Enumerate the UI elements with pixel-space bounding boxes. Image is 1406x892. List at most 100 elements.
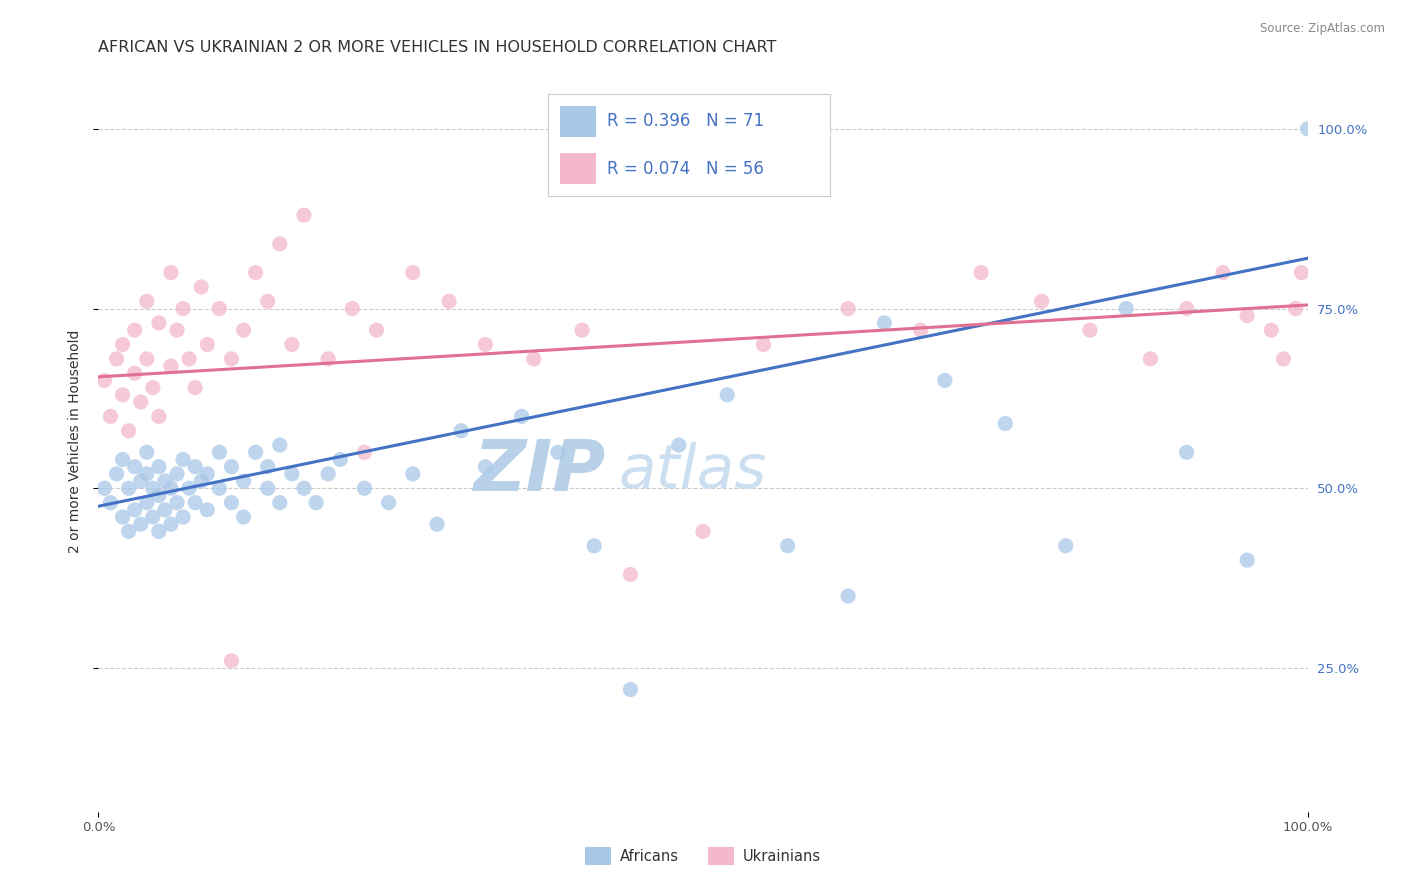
Point bbox=[353, 445, 375, 459]
Point bbox=[166, 495, 188, 509]
Text: Source: ZipAtlas.com: Source: ZipAtlas.com bbox=[1260, 22, 1385, 36]
Point bbox=[1260, 323, 1282, 337]
Point bbox=[111, 510, 134, 524]
Point bbox=[232, 474, 254, 488]
Point bbox=[1296, 121, 1319, 136]
Point bbox=[281, 467, 304, 481]
Point bbox=[245, 266, 267, 280]
Point bbox=[426, 517, 449, 532]
Point bbox=[523, 351, 546, 366]
Point bbox=[970, 266, 993, 280]
Point bbox=[377, 495, 399, 509]
Point bbox=[100, 409, 122, 424]
Point bbox=[256, 481, 278, 495]
FancyBboxPatch shape bbox=[560, 106, 596, 136]
Point bbox=[353, 481, 375, 495]
Point bbox=[124, 323, 146, 337]
Point bbox=[292, 208, 315, 222]
Point bbox=[221, 459, 243, 474]
Point bbox=[837, 301, 859, 316]
Point bbox=[148, 459, 170, 474]
Point bbox=[208, 481, 231, 495]
Point bbox=[208, 445, 231, 459]
Point bbox=[776, 539, 799, 553]
Text: AFRICAN VS UKRAINIAN 2 OR MORE VEHICLES IN HOUSEHOLD CORRELATION CHART: AFRICAN VS UKRAINIAN 2 OR MORE VEHICLES … bbox=[98, 40, 776, 55]
Point bbox=[1284, 301, 1306, 316]
Text: R = 0.396   N = 71: R = 0.396 N = 71 bbox=[607, 112, 765, 130]
Text: atlas: atlas bbox=[619, 442, 766, 500]
Point bbox=[153, 474, 176, 488]
Point bbox=[124, 503, 146, 517]
Point bbox=[160, 517, 183, 532]
Point bbox=[190, 280, 212, 294]
Point bbox=[1139, 351, 1161, 366]
Point bbox=[172, 301, 194, 316]
Point bbox=[148, 524, 170, 539]
Point bbox=[160, 359, 183, 373]
Point bbox=[129, 474, 152, 488]
Point bbox=[135, 445, 157, 459]
Point bbox=[118, 424, 141, 438]
Point bbox=[269, 495, 291, 509]
Point bbox=[245, 445, 267, 459]
Point bbox=[1175, 445, 1198, 459]
Point bbox=[510, 409, 533, 424]
Point bbox=[148, 409, 170, 424]
Point bbox=[316, 351, 339, 366]
Point bbox=[873, 316, 896, 330]
FancyBboxPatch shape bbox=[560, 153, 596, 184]
Point bbox=[366, 323, 388, 337]
Point bbox=[1078, 323, 1101, 337]
Point bbox=[752, 337, 775, 351]
Point bbox=[269, 236, 291, 251]
Point bbox=[142, 381, 165, 395]
Point bbox=[93, 374, 115, 388]
Point bbox=[124, 459, 146, 474]
Point bbox=[474, 459, 496, 474]
Point bbox=[195, 503, 218, 517]
Point bbox=[474, 337, 496, 351]
Point bbox=[281, 337, 304, 351]
Point bbox=[148, 488, 170, 502]
Point bbox=[571, 323, 593, 337]
Point bbox=[153, 503, 176, 517]
Point bbox=[342, 301, 364, 316]
Point bbox=[619, 567, 641, 582]
Point bbox=[221, 495, 243, 509]
Point bbox=[1236, 553, 1258, 567]
Point bbox=[692, 524, 714, 539]
Point bbox=[93, 481, 115, 495]
Point bbox=[184, 495, 207, 509]
Point bbox=[129, 517, 152, 532]
Point bbox=[316, 467, 339, 481]
Point bbox=[221, 654, 243, 668]
Point bbox=[1272, 351, 1295, 366]
Point bbox=[208, 301, 231, 316]
Point bbox=[118, 524, 141, 539]
Point bbox=[172, 452, 194, 467]
Point bbox=[402, 266, 425, 280]
Point bbox=[292, 481, 315, 495]
Point bbox=[142, 481, 165, 495]
Y-axis label: 2 or more Vehicles in Household: 2 or more Vehicles in Household bbox=[69, 330, 83, 553]
Point bbox=[172, 510, 194, 524]
Point bbox=[547, 445, 569, 459]
Point bbox=[837, 589, 859, 603]
Point bbox=[1175, 301, 1198, 316]
Point bbox=[232, 323, 254, 337]
Point bbox=[221, 351, 243, 366]
Point bbox=[184, 381, 207, 395]
Point bbox=[100, 495, 122, 509]
Point bbox=[111, 452, 134, 467]
Legend: Africans, Ukrainians: Africans, Ukrainians bbox=[579, 842, 827, 871]
Point bbox=[135, 351, 157, 366]
Point bbox=[269, 438, 291, 452]
Point bbox=[166, 323, 188, 337]
Point bbox=[1236, 309, 1258, 323]
Point bbox=[111, 388, 134, 402]
Point bbox=[1115, 301, 1137, 316]
Point bbox=[716, 388, 738, 402]
Point bbox=[190, 474, 212, 488]
Point bbox=[1212, 266, 1234, 280]
Point bbox=[135, 495, 157, 509]
